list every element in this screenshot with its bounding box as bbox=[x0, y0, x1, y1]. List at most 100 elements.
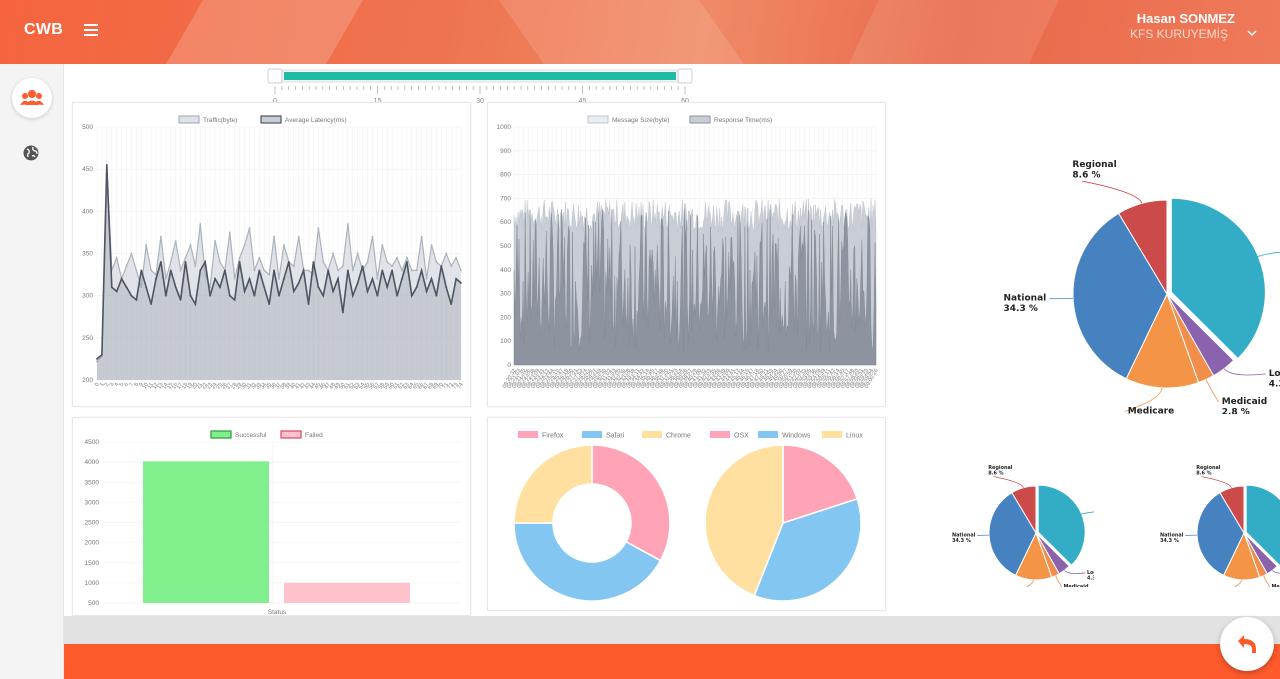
data-point bbox=[337, 277, 339, 280]
x-tick-label: 50 bbox=[338, 382, 346, 390]
x-tick-label: 59 bbox=[383, 382, 391, 390]
data-point bbox=[135, 269, 138, 272]
globe-icon[interactable] bbox=[22, 144, 40, 162]
range-slider-left-handle[interactable] bbox=[267, 68, 283, 84]
legend-label: Linux bbox=[846, 433, 863, 440]
x-tick-label: 72 bbox=[447, 382, 455, 390]
data-point bbox=[420, 235, 423, 238]
data-point bbox=[405, 256, 408, 259]
data-point bbox=[435, 261, 438, 263]
status-panel: 500 1000 1500 2000 2500 3000 3500 4000 4500 Statu… bbox=[72, 417, 471, 616]
user-company[interactable]: KFS KURUYEMİŞ bbox=[1129, 27, 1228, 41]
x-tick-label: 28 bbox=[230, 382, 238, 390]
legend-label: Safari bbox=[606, 433, 625, 440]
slice-value: 4.3 % bbox=[1269, 379, 1280, 389]
leader-line bbox=[1223, 368, 1266, 376]
data-point bbox=[214, 239, 216, 242]
data-point bbox=[425, 290, 428, 293]
leader-line bbox=[1233, 579, 1242, 587]
data-point bbox=[455, 256, 457, 259]
x-tick-label: 35 bbox=[265, 382, 273, 390]
data-point bbox=[140, 269, 143, 272]
menu-icon[interactable] bbox=[84, 24, 98, 36]
back-button[interactable] bbox=[1220, 617, 1274, 671]
data-point bbox=[101, 353, 103, 356]
x-tick-label: 60 bbox=[388, 382, 396, 390]
range-slider-right-handle[interactable] bbox=[677, 68, 693, 84]
data-point bbox=[307, 303, 310, 305]
header-decoration bbox=[836, 0, 1064, 64]
x-tick-label: 10 bbox=[142, 382, 150, 390]
x-tick-label: 12 bbox=[152, 382, 160, 390]
brand-logo[interactable]: CWB bbox=[24, 21, 64, 38]
data-point bbox=[401, 277, 403, 280]
x-tick-label: 73 bbox=[452, 382, 460, 390]
slice-value: 8.6 % bbox=[1196, 471, 1211, 477]
slice-label: Local bbox=[1087, 570, 1094, 576]
y-tick-label: 4500 bbox=[85, 439, 100, 446]
data-point bbox=[219, 261, 221, 263]
data-point bbox=[96, 360, 98, 363]
data-point bbox=[376, 277, 379, 280]
data-point bbox=[405, 261, 408, 263]
data-point bbox=[243, 290, 246, 293]
data-point bbox=[145, 286, 148, 289]
legend-swatch bbox=[582, 431, 602, 438]
x-tick-label: 19 bbox=[186, 382, 194, 390]
x-tick-label: 71 bbox=[442, 382, 450, 390]
data-point bbox=[342, 265, 344, 268]
data-point bbox=[283, 277, 285, 280]
data-point bbox=[322, 294, 325, 297]
y-tick-label: 0 bbox=[507, 362, 511, 369]
data-point bbox=[263, 269, 266, 272]
data-point bbox=[233, 277, 236, 280]
y-tick-label: 4000 bbox=[85, 459, 100, 466]
x-tick-label: 1 bbox=[99, 382, 106, 388]
sidebar-item-users[interactable] bbox=[12, 78, 52, 118]
data-point bbox=[174, 286, 177, 289]
slice-label: Regional bbox=[1072, 160, 1116, 170]
x-tick-label: 65 bbox=[412, 382, 420, 390]
slider-tick-label: 15 bbox=[374, 98, 382, 105]
leader-line bbox=[1079, 511, 1094, 516]
slice-windows bbox=[753, 497, 862, 602]
data-point bbox=[258, 269, 261, 272]
legend-swatch bbox=[260, 115, 282, 124]
slice-label: Regional bbox=[988, 465, 1013, 471]
slice-label: Medicaid bbox=[1272, 584, 1280, 587]
y-tick-label: 450 bbox=[82, 166, 93, 173]
slider-tick-label: 60 bbox=[681, 98, 689, 105]
y-tick-label: 200 bbox=[82, 377, 93, 384]
slice-value: 8.6 % bbox=[988, 471, 1003, 477]
x-tick-label: 8 bbox=[133, 382, 140, 388]
x-tick-label: 24 bbox=[211, 382, 219, 390]
data-point bbox=[214, 277, 216, 280]
data-point bbox=[228, 231, 231, 234]
chevron-down-icon[interactable] bbox=[1246, 27, 1258, 39]
data-point bbox=[391, 269, 394, 272]
data-point bbox=[189, 244, 192, 246]
data-point bbox=[155, 277, 157, 280]
x-tick-label: 17 bbox=[176, 382, 184, 390]
x-tick-label: 45 bbox=[314, 382, 322, 390]
y-tick-label: 900 bbox=[500, 148, 511, 155]
range-slider[interactable]: 0 15 30 45 60 bbox=[264, 66, 696, 106]
data-point bbox=[361, 265, 364, 268]
x-tick-label: 42 bbox=[299, 382, 307, 390]
footer-accent-bar bbox=[64, 644, 1280, 679]
data-point bbox=[302, 269, 305, 272]
user-name[interactable]: Hasan SONMEZ bbox=[1136, 11, 1235, 26]
series-area-2 bbox=[97, 165, 461, 380]
data-point bbox=[115, 290, 118, 293]
y-tick-label: 500 bbox=[82, 124, 93, 131]
header-decoration bbox=[145, 0, 375, 64]
slice-osx bbox=[782, 444, 859, 525]
message-response-panel: 0 100 200 300 400 500 600 700 800 900 1000 08:20:32… bbox=[487, 102, 886, 407]
x-tick-label: 54 bbox=[358, 382, 366, 390]
data-point bbox=[342, 311, 344, 314]
legend-label: OSX bbox=[734, 433, 749, 440]
data-point bbox=[184, 261, 187, 263]
slider-tick-label: 0 bbox=[273, 98, 277, 105]
slider-tick-label: 45 bbox=[579, 98, 587, 105]
